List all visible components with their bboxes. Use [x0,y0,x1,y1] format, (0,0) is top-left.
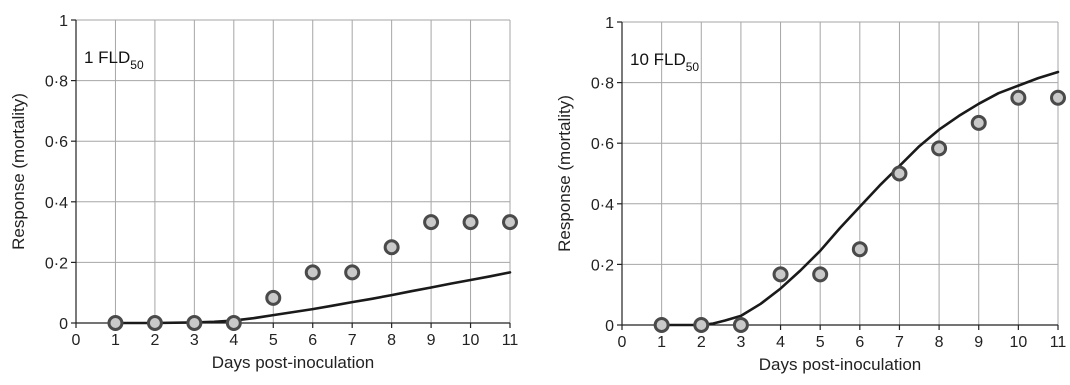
chart-2-y-tick-label: 0·2 [591,257,614,274]
chart-1-observed-point [146,315,163,331]
chart-1-x-tick-label: 0 [72,332,81,349]
chart-2-y-tick-label: 0·4 [591,197,614,214]
chart-2-observed-point [970,114,987,131]
chart-panel-1: 0 1 2 3 4 5 6 7 8 9 10 11 0 0·2 0·4 0·6 0·8 1 Days post-in… [9,13,519,372]
chart-1-dose-label-sub: 50 [130,58,144,72]
chart-2-observed-point [772,266,789,283]
chart-1-x-tick-label: 6 [308,332,317,349]
chart-2-x-tick-label: 8 [935,334,944,351]
chart-2-x-tick-label: 7 [895,334,904,351]
chart-1-observed-point [265,289,282,306]
chart-2-y-axis-title: Response (mortality) [555,95,574,252]
chart-1-observed-points [107,214,518,331]
chart-2-observed-point [812,266,829,283]
chart-1-y-tick-label: 0·2 [45,255,68,272]
chart-2-observed-point [653,317,670,333]
chart-1-dose-label: 1 FLD50 [84,48,144,72]
chart-2-x-axis-title: Days post-inoculation [759,355,922,374]
chart-2-x-tick-label: 0 [618,334,627,351]
chart-panel-2: 0 1 2 3 4 5 6 7 8 9 10 11 0 0·2 0·4 0·6 0·8 1 Days post-in… [535,0,1070,385]
chart-2-observed-point [891,165,908,182]
chart-1-x-tick-label: 3 [190,332,199,349]
chart-2-x-tick-label: 6 [855,334,864,351]
chart-2-x-tick-label: 11 [1050,334,1067,351]
chart-1-observed-point [304,264,321,281]
chart-2-dose-label-sub: 50 [686,60,700,74]
chart-1-observed-point [462,214,479,231]
chart-1-observed-point [423,214,440,231]
chart-1-x-tick-label: 8 [387,332,396,349]
chart-2-y-tick-label: 1 [605,15,614,32]
chart-1-observed-point [344,264,361,281]
chart-1-y-tick-label: 1 [59,13,68,30]
chart-1-y-tick-label: 0·8 [45,74,68,91]
chart-1-x-tick-label: 4 [229,332,238,349]
chart-1-x-tick-label: 9 [427,332,436,349]
chart-1-y-tick-label: 0·6 [45,134,68,151]
chart-1-x-axis-title: Days post-inoculation [212,353,375,372]
chart-1-x-tick-label: 7 [348,332,357,349]
chart-1-grid [76,19,511,323]
chart-1-observed-point [502,214,518,231]
chart-1-svg: 0 1 2 3 4 5 6 7 8 9 10 11 0 0·2 0·4 0·6 0·8 1 Days post-in… [9,13,519,372]
chart-1-x-tick-label: 10 [462,332,480,349]
chart-1-x-tick-label: 1 [111,332,120,349]
chart-2-dose-label: 10 FLD50 [630,50,699,74]
chart-1-x-tick-label: 11 [502,332,519,349]
chart-2-observed-points [653,89,1066,333]
chart-2-observed-point [693,317,710,333]
chart-2-x-tick-label: 3 [736,334,745,351]
chart-1-x-tick-label: 2 [150,332,159,349]
chart-2-dose-label-main: 10 FLD [630,50,686,69]
chart-1-y-axis-title: Response (mortality) [9,93,28,250]
chart-2-model-curve [660,70,1060,327]
chart-2-observed-point [851,241,868,258]
chart-1-model-curve [114,271,512,325]
chart-2-y-tick-label: 0·8 [591,76,614,93]
chart-1-y-tick-label: 0·4 [45,195,68,212]
chart-2-observed-point [1010,89,1027,106]
chart-2-observed-point [931,140,948,157]
chart-1-observed-point [107,315,124,331]
chart-2-x-tick-label: 10 [1009,334,1027,351]
chart-2-observed-point [732,317,749,333]
chart-1-observed-point [225,315,242,331]
chart-2-x-tick-label: 2 [697,334,706,351]
chart-1-observed-point [186,315,203,331]
chart-1-dose-label-main: 1 FLD [84,48,130,67]
chart-1-observed-point [383,239,400,256]
chart-2-y-tick-label: 0 [605,318,614,335]
chart-2-svg: 0 1 2 3 4 5 6 7 8 9 10 11 0 0·2 0·4 0·6 0·8 1 Days post-in… [555,15,1067,374]
chart-2-x-tick-label: 5 [816,334,825,351]
chart-2-x-tick-label: 9 [974,334,983,351]
chart-2-y-tick-label: 0·6 [591,136,614,153]
chart-1-y-tick-label: 0 [59,316,68,333]
chart-2-observed-point [1050,89,1066,106]
chart-2-x-tick-label: 1 [657,334,666,351]
chart-2-x-tick-label: 4 [776,334,785,351]
chart-1-x-tick-label: 5 [269,332,278,349]
chart-2-grid [622,21,1059,325]
